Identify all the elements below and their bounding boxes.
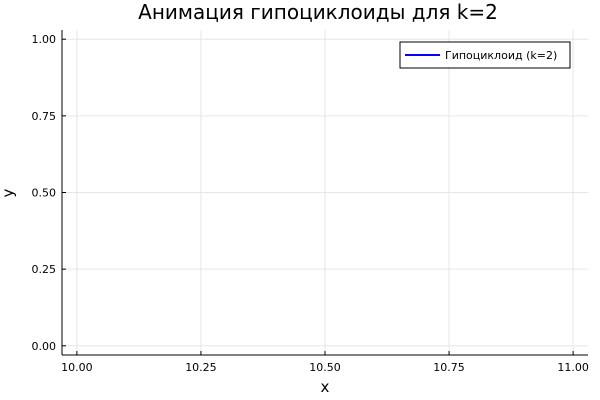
x-ticks: 10.00 10.25 10.50 10.75 11.00 [61, 351, 589, 374]
y-tick-label-3: 0.75 [32, 110, 57, 123]
x-tick-label-3: 10.75 [433, 361, 465, 374]
y-tick-label-4: 1.00 [32, 33, 57, 46]
grid-layer [62, 30, 588, 355]
x-tick-label-0: 10.00 [61, 361, 93, 374]
x-axis-label: x [321, 378, 330, 396]
y-tick-label-2: 0.50 [32, 187, 57, 200]
legend: Гипоциклоид (k=2) [399, 41, 571, 69]
y-tick-label-1: 0.25 [32, 263, 57, 276]
y-axis-label: y [0, 188, 17, 197]
legend-label-hypocycloid: Гипоциклоид (k=2) [445, 49, 557, 62]
y-ticks: 0.00 0.25 0.50 0.75 1.00 [32, 33, 66, 353]
x-tick-label-4: 11.00 [557, 361, 589, 374]
chart-title: Анимация гипоциклоиды для k=2 [138, 0, 498, 24]
y-tick-label-0: 0.00 [32, 340, 57, 353]
x-tick-label-2: 10.50 [309, 361, 341, 374]
x-tick-label-1: 10.25 [185, 361, 217, 374]
